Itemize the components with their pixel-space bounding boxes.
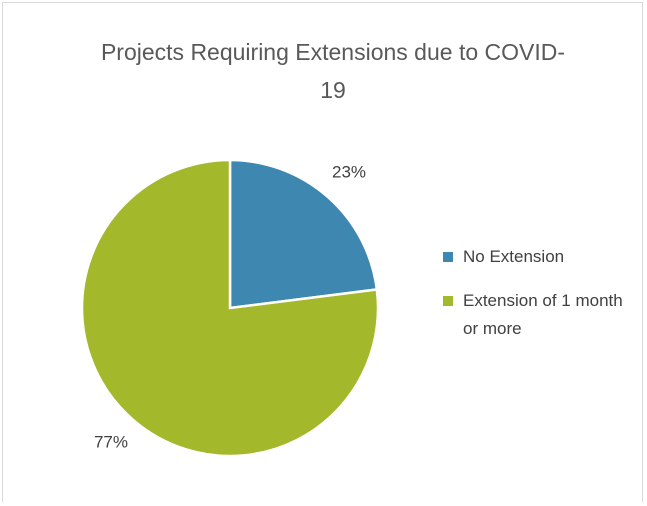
legend-label: No Extension — [463, 247, 565, 266]
chart-title: Projects Requiring Extensions due to COV… — [100, 39, 566, 103]
legend-swatch — [443, 296, 453, 306]
legend-item: Extension of 1 month or more — [443, 287, 623, 343]
legend-label: Extension of 1 month or more — [463, 291, 623, 338]
data-label: 77% — [94, 433, 128, 452]
pie-slice — [80, 158, 380, 458]
legend-swatch — [443, 252, 453, 262]
legend: No Extension Extension of 1 month or more — [443, 243, 642, 359]
data-label: 23% — [332, 162, 366, 181]
pie-slice — [228, 158, 379, 310]
pie-plot: 23% 77% — [80, 158, 380, 458]
chart: Projects Requiring Extensions due to COV… — [2, 2, 643, 502]
legend-item: No Extension — [443, 243, 623, 271]
